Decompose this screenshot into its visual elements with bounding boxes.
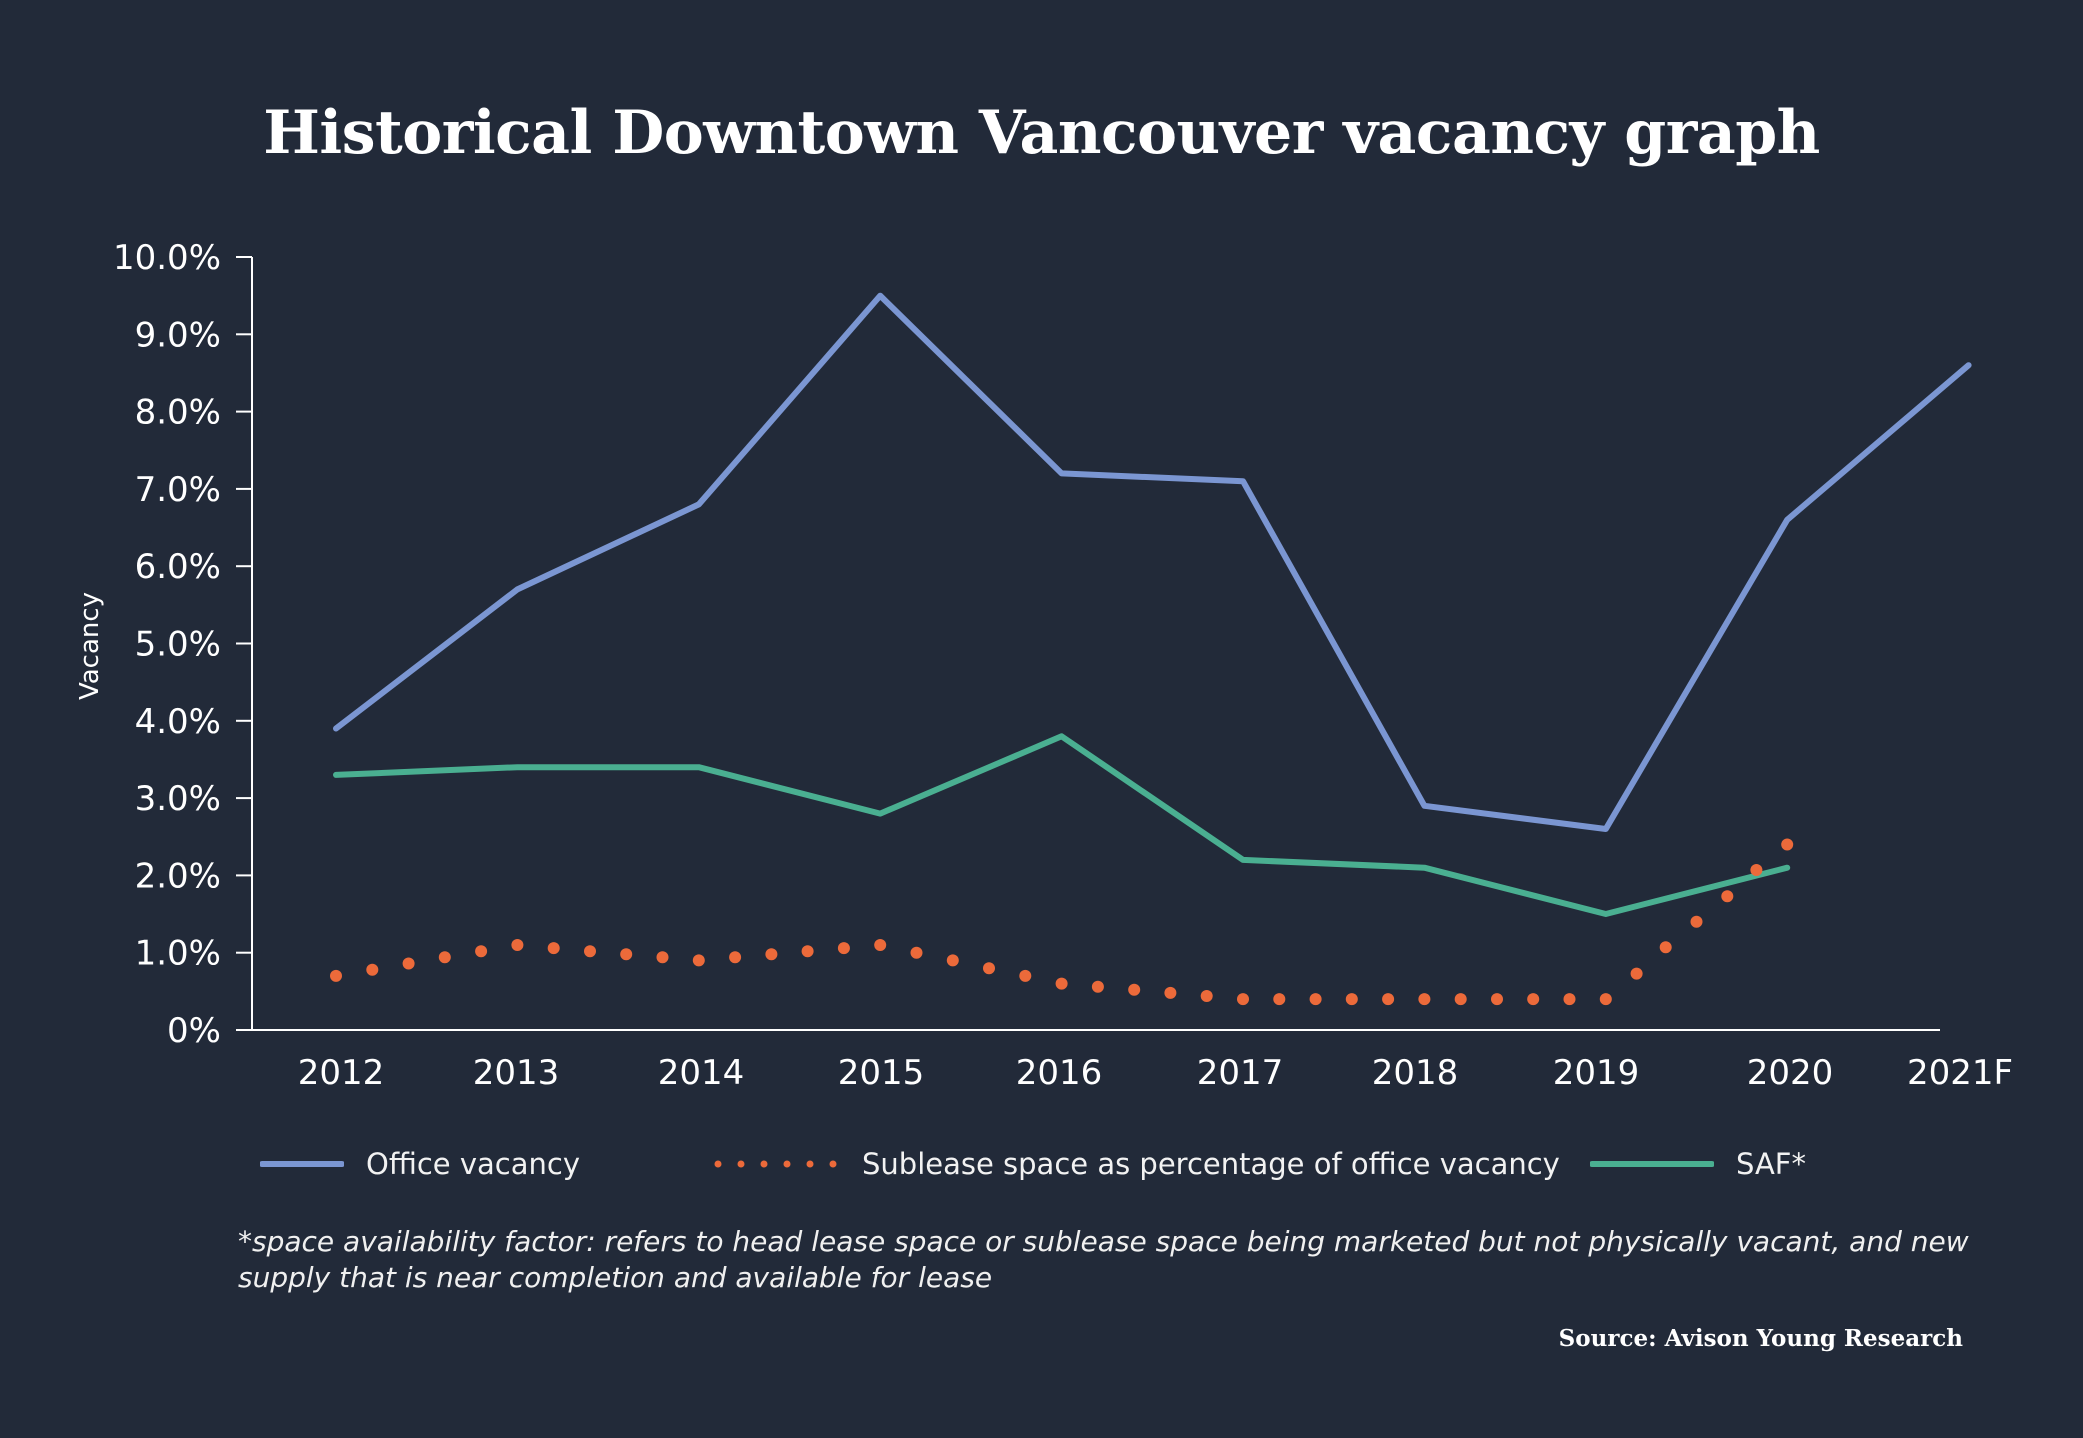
series-saf-line — [333, 733, 1791, 917]
x-tick-label: 2020 — [1747, 1053, 1834, 1093]
series-office-vacancy-line — [333, 292, 1972, 832]
series-sublease-dot — [620, 948, 633, 961]
legend-item-saf: SAF* — [1590, 1142, 1806, 1186]
series-sublease-dot — [1659, 941, 1672, 954]
x-tick-label: 2017 — [1197, 1053, 1284, 1093]
series-sublease-dot — [1721, 890, 1734, 903]
x-tick-label: 2016 — [1016, 1053, 1103, 1093]
series-sublease-dot — [366, 963, 379, 976]
series-sublease-dot — [1454, 993, 1467, 1006]
series-sublease-dot — [874, 939, 887, 951]
chart-axes — [236, 256, 1940, 1031]
chart-series — [330, 292, 1972, 1006]
footnote: *space availability factor: refers to he… — [238, 1225, 1969, 1294]
legend-item-sublease: Sublease space as percentage of office v… — [712, 1142, 1560, 1186]
series-sublease-dot — [1128, 983, 1141, 996]
series-sublease-dot — [1690, 915, 1703, 928]
legend-item-office-vacancy: Office vacancy — [260, 1142, 580, 1186]
x-tick-label: 2018 — [1372, 1053, 1459, 1093]
series-sublease-dot — [1599, 993, 1612, 1006]
series-sublease-dot — [1237, 993, 1249, 1006]
x-tick-label: 2019 — [1553, 1053, 1640, 1093]
x-tick-label: 2015 — [838, 1053, 925, 1093]
series-sublease-dot — [1055, 977, 1068, 990]
series-sublease-dot — [1019, 969, 1032, 982]
series-sublease-dot — [837, 942, 850, 955]
series-sublease-dot — [1630, 967, 1643, 980]
legend-swatch-office-vacancy — [260, 1161, 344, 1167]
series-sublease-dot — [1309, 993, 1322, 1006]
series-sublease-dot — [402, 957, 415, 970]
series-sublease-dot — [330, 969, 342, 982]
series-sublease-dot — [656, 951, 669, 964]
y-tick-label: 4.0% — [135, 702, 221, 742]
y-tick-label: 8.0% — [135, 393, 221, 433]
series-sublease-dot — [1273, 993, 1286, 1006]
series-sublease-dot — [1781, 838, 1794, 851]
source-credit: Source: Avison Young Research — [1558, 1325, 1963, 1352]
series-sublease-dot — [1382, 993, 1395, 1006]
y-tick-label: 9.0% — [135, 315, 221, 355]
series-sublease-dot — [1345, 993, 1358, 1006]
x-tick-label: 2021F — [1907, 1053, 2013, 1093]
series-sublease-dot — [1164, 986, 1177, 999]
y-tick-label: 6.0% — [135, 547, 221, 587]
legend-label-sublease: Sublease space as percentage of office v… — [862, 1147, 1560, 1181]
series-sublease-dot — [475, 945, 488, 958]
y-tick-label: 7.0% — [135, 470, 221, 510]
series-sublease-dot — [547, 942, 560, 955]
legend-swatch-sublease — [714, 1160, 837, 1168]
series-sublease-dot — [1527, 993, 1540, 1006]
x-tick-label: 2012 — [298, 1053, 385, 1093]
series-sublease-dot — [1200, 990, 1213, 1002]
series-sublease-dot — [1491, 993, 1503, 1006]
series-sublease-dot — [1750, 864, 1763, 876]
series-sublease-dot — [983, 962, 995, 975]
series-sublease-dot — [1563, 993, 1576, 1006]
chart-labels: 0% 1.0% 2.0% 3.0% 4.0% 5.0% 6.0% 7.0% 8.0% 9.0% 10… — [75, 238, 2013, 1093]
x-tick-label: 2013 — [473, 1053, 560, 1093]
y-axis-title: Vacancy — [75, 592, 105, 700]
y-tick-label: 3.0% — [135, 779, 221, 819]
y-tick-label: 0% — [167, 1011, 221, 1051]
series-sublease-dot — [729, 951, 742, 964]
series-sublease-dot — [584, 945, 596, 958]
series-sublease-dot — [692, 954, 705, 967]
series-sublease-dot — [511, 939, 524, 951]
series-sublease-dot — [438, 951, 451, 964]
legend-swatch-saf — [1590, 1161, 1714, 1167]
y-tick-label: 2.0% — [135, 856, 221, 896]
x-tick-label: 2014 — [658, 1053, 745, 1093]
series-sublease-dot — [1091, 980, 1104, 993]
series-sublease-dot — [801, 945, 814, 958]
y-tick-label: 1.0% — [135, 934, 221, 974]
series-sublease-dot — [1418, 993, 1431, 1006]
y-tick-label: 10.0% — [113, 238, 221, 278]
series-sublease-dot — [765, 948, 778, 961]
legend-label-saf: SAF* — [1736, 1147, 1806, 1181]
series-sublease-dot — [910, 946, 923, 959]
series-sublease-dot — [946, 954, 959, 967]
legend-label-office-vacancy: Office vacancy — [366, 1147, 581, 1181]
y-tick-label: 5.0% — [135, 625, 221, 665]
chart-title: Historical Downtown Vancouver vacancy gr… — [263, 98, 1820, 168]
